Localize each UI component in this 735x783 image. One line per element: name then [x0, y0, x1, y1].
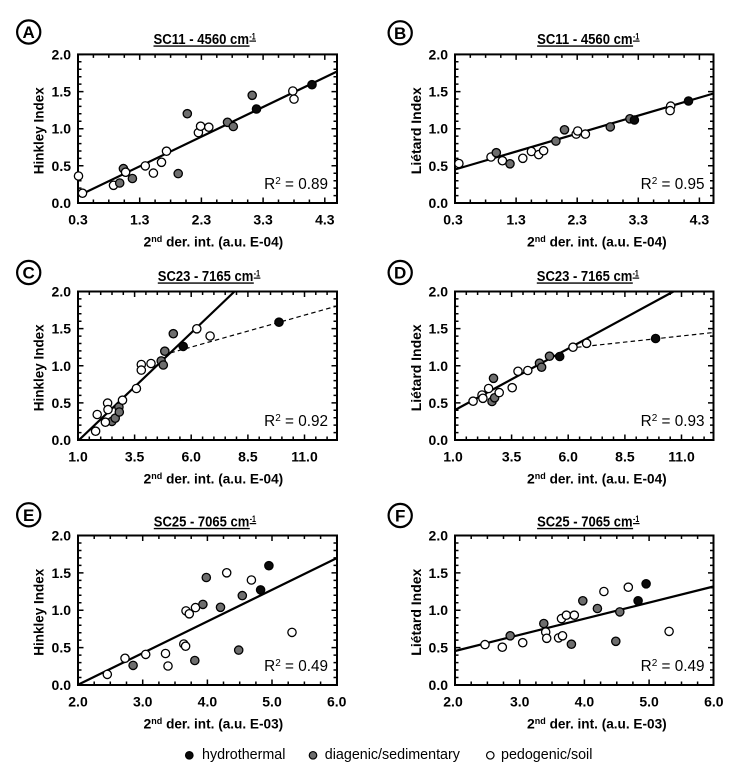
- svg-text:R2 = 0.92: R2 = 0.92: [264, 413, 328, 430]
- svg-text:8.5: 8.5: [238, 449, 258, 465]
- svg-text:0.0: 0.0: [52, 432, 72, 448]
- svg-text:B: B: [394, 24, 406, 43]
- svg-text:hydrothermal: hydrothermal: [202, 747, 285, 763]
- svg-text:D: D: [394, 264, 406, 283]
- svg-text:2.0: 2.0: [429, 528, 449, 544]
- svg-text:pedogenic/soil: pedogenic/soil: [501, 747, 592, 763]
- svg-text:0.3: 0.3: [68, 212, 88, 228]
- svg-text:3.5: 3.5: [125, 449, 145, 465]
- svg-text:2nd der. int. (a.u. E-04): 2nd der. int. (a.u. E-04): [144, 234, 284, 250]
- svg-text:6.0: 6.0: [181, 449, 201, 465]
- svg-text:0.0: 0.0: [52, 677, 72, 693]
- svg-text:1.0: 1.0: [52, 358, 72, 374]
- svg-text:Liétard Index: Liétard Index: [408, 324, 424, 411]
- svg-text:0.0: 0.0: [429, 432, 449, 448]
- svg-text:2nd der. int. (a.u. E-03): 2nd der. int. (a.u. E-03): [527, 716, 667, 732]
- svg-text:0.0: 0.0: [429, 195, 449, 211]
- svg-text:A: A: [23, 23, 35, 42]
- svg-text:11.0: 11.0: [668, 449, 695, 465]
- svg-text:1.0: 1.0: [429, 602, 449, 618]
- svg-text:3.3: 3.3: [253, 212, 273, 228]
- svg-text:-1: -1: [633, 31, 640, 42]
- svg-text:6.0: 6.0: [704, 694, 724, 710]
- svg-text:Hinkley Index: Hinkley Index: [31, 324, 47, 411]
- svg-text:8.5: 8.5: [615, 449, 635, 465]
- svg-text:2nd der. int. (a.u. E-04): 2nd der. int. (a.u. E-04): [527, 234, 667, 250]
- svg-text:3.0: 3.0: [133, 694, 153, 710]
- svg-text:2.0: 2.0: [429, 46, 449, 62]
- svg-text:2nd der. int. (a.u. E-03): 2nd der. int. (a.u. E-03): [144, 716, 284, 732]
- svg-text:R2 = 0.49: R2 = 0.49: [264, 658, 328, 675]
- svg-text:SC11 - 4560 cm: SC11 - 4560 cm: [154, 32, 250, 48]
- svg-text:0.5: 0.5: [52, 158, 72, 174]
- svg-text:0.3: 0.3: [443, 212, 463, 228]
- svg-text:1.0: 1.0: [429, 121, 449, 137]
- svg-text:2.3: 2.3: [192, 212, 212, 228]
- svg-text:4.0: 4.0: [198, 694, 218, 710]
- svg-text:0.0: 0.0: [52, 195, 72, 211]
- svg-text:Liétard Index: Liétard Index: [408, 568, 424, 655]
- svg-text:11.0: 11.0: [291, 449, 318, 465]
- svg-text:0.5: 0.5: [429, 158, 449, 174]
- svg-text:6.0: 6.0: [558, 449, 578, 465]
- svg-text:-1: -1: [633, 268, 640, 279]
- svg-text:1.0: 1.0: [429, 358, 449, 374]
- svg-text:-1: -1: [254, 268, 261, 279]
- svg-text:2.3: 2.3: [567, 212, 587, 228]
- svg-text:5.0: 5.0: [639, 694, 659, 710]
- svg-text:-1: -1: [249, 31, 256, 42]
- svg-text:Hinkley Index: Hinkley Index: [31, 87, 47, 174]
- svg-text:0.0: 0.0: [429, 677, 449, 693]
- svg-text:R2 = 0.95: R2 = 0.95: [641, 176, 705, 193]
- svg-text:1.5: 1.5: [52, 84, 72, 100]
- svg-text:2nd der. int. (a.u. E-04): 2nd der. int. (a.u. E-04): [527, 471, 667, 487]
- svg-text:Hinkley Index: Hinkley Index: [31, 569, 47, 656]
- svg-text:1.5: 1.5: [52, 565, 72, 581]
- svg-text:SC25 - 7065 cm: SC25 - 7065 cm: [154, 515, 250, 531]
- svg-text:1.3: 1.3: [130, 212, 150, 228]
- svg-text:1.0: 1.0: [52, 121, 72, 137]
- svg-text:2.0: 2.0: [68, 694, 88, 710]
- svg-text:SC25 - 7065 cm: SC25 - 7065 cm: [537, 515, 633, 531]
- svg-text:4.0: 4.0: [575, 694, 595, 710]
- svg-text:C: C: [23, 264, 35, 283]
- svg-text:3.3: 3.3: [629, 212, 649, 228]
- svg-text:1.0: 1.0: [52, 602, 72, 618]
- svg-text:-1: -1: [250, 514, 257, 525]
- svg-text:-1: -1: [633, 514, 640, 525]
- svg-text:F: F: [395, 507, 405, 526]
- svg-text:SC11 - 4560 cm: SC11 - 4560 cm: [537, 32, 633, 48]
- svg-text:0.5: 0.5: [429, 395, 449, 411]
- svg-text:5.0: 5.0: [262, 694, 282, 710]
- svg-text:1.0: 1.0: [68, 449, 88, 465]
- svg-text:2.0: 2.0: [52, 284, 72, 300]
- svg-text:1.0: 1.0: [443, 449, 463, 465]
- svg-text:3.5: 3.5: [502, 449, 522, 465]
- svg-text:1.3: 1.3: [506, 212, 526, 228]
- svg-text:R2 = 0.93: R2 = 0.93: [641, 413, 705, 430]
- svg-text:0.5: 0.5: [429, 640, 449, 656]
- svg-text:4.3: 4.3: [315, 212, 335, 228]
- svg-text:1.5: 1.5: [429, 321, 449, 337]
- svg-text:diagenic/sedimentary: diagenic/sedimentary: [325, 747, 461, 763]
- svg-text:SC23 - 7165 cm: SC23 - 7165 cm: [158, 269, 254, 285]
- svg-text:R2 = 0.49: R2 = 0.49: [641, 658, 705, 675]
- svg-text:4.3: 4.3: [690, 212, 710, 228]
- svg-text:1.5: 1.5: [52, 321, 72, 337]
- svg-text:6.0: 6.0: [327, 694, 347, 710]
- svg-text:2.0: 2.0: [52, 528, 72, 544]
- svg-text:0.5: 0.5: [52, 640, 72, 656]
- svg-text:1.5: 1.5: [429, 84, 449, 100]
- svg-text:2.0: 2.0: [443, 694, 463, 710]
- svg-text:3.0: 3.0: [510, 694, 530, 710]
- svg-text:SC23 - 7165 cm: SC23 - 7165 cm: [537, 269, 633, 285]
- svg-text:R2 = 0.89: R2 = 0.89: [264, 176, 328, 193]
- svg-text:0.5: 0.5: [52, 395, 72, 411]
- svg-text:1.5: 1.5: [429, 565, 449, 581]
- svg-text:2.0: 2.0: [52, 46, 72, 62]
- svg-text:2.0: 2.0: [429, 284, 449, 300]
- svg-text:Liétard Index: Liétard Index: [408, 87, 424, 174]
- svg-text:E: E: [23, 506, 34, 525]
- svg-text:2nd der. int. (a.u. E-04): 2nd der. int. (a.u. E-04): [144, 471, 284, 487]
